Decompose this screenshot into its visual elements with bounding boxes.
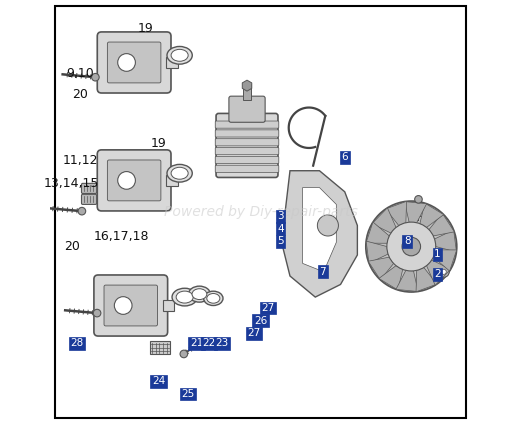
FancyBboxPatch shape xyxy=(215,165,279,173)
Circle shape xyxy=(366,201,457,292)
FancyBboxPatch shape xyxy=(215,148,279,155)
Ellipse shape xyxy=(189,286,210,302)
Bar xyxy=(163,300,175,311)
Polygon shape xyxy=(429,213,454,236)
Bar xyxy=(166,56,178,68)
Text: 20: 20 xyxy=(64,240,80,253)
Text: Powered by Diy-repair-parts: Powered by Diy-repair-parts xyxy=(164,205,357,219)
Ellipse shape xyxy=(167,165,192,182)
Ellipse shape xyxy=(172,288,197,306)
Ellipse shape xyxy=(171,49,188,61)
Ellipse shape xyxy=(167,47,192,64)
Circle shape xyxy=(441,269,446,274)
Circle shape xyxy=(180,350,188,358)
Polygon shape xyxy=(281,171,357,297)
Text: 3: 3 xyxy=(277,211,284,221)
Polygon shape xyxy=(372,208,396,233)
Text: 19: 19 xyxy=(151,137,166,150)
Text: 7: 7 xyxy=(319,267,326,277)
Text: 26: 26 xyxy=(254,316,267,326)
Ellipse shape xyxy=(171,167,188,179)
Polygon shape xyxy=(427,260,451,285)
Polygon shape xyxy=(379,266,403,290)
FancyBboxPatch shape xyxy=(81,183,96,193)
Polygon shape xyxy=(368,257,394,280)
Ellipse shape xyxy=(192,289,207,299)
Text: 4: 4 xyxy=(277,224,284,234)
FancyBboxPatch shape xyxy=(216,114,278,178)
Polygon shape xyxy=(303,187,337,272)
Circle shape xyxy=(438,266,449,277)
Text: 11,12: 11,12 xyxy=(63,154,98,167)
FancyBboxPatch shape xyxy=(215,130,279,137)
Ellipse shape xyxy=(176,291,193,303)
Circle shape xyxy=(78,207,85,215)
Text: 28: 28 xyxy=(71,338,84,349)
Text: 6: 6 xyxy=(341,152,348,162)
Circle shape xyxy=(387,222,436,271)
FancyBboxPatch shape xyxy=(97,150,171,211)
Polygon shape xyxy=(386,201,406,226)
Bar xyxy=(166,175,178,186)
Text: 27: 27 xyxy=(247,328,260,338)
Text: 5: 5 xyxy=(277,237,284,246)
Circle shape xyxy=(415,195,422,203)
Circle shape xyxy=(317,215,339,236)
Text: 20: 20 xyxy=(72,88,88,101)
FancyBboxPatch shape xyxy=(104,285,157,326)
Ellipse shape xyxy=(207,293,220,303)
Circle shape xyxy=(92,73,99,81)
Text: 16,17,18: 16,17,18 xyxy=(94,230,149,243)
Bar xyxy=(150,341,170,354)
Text: 27: 27 xyxy=(262,303,275,313)
FancyBboxPatch shape xyxy=(94,275,168,336)
Text: 22: 22 xyxy=(203,338,216,349)
Polygon shape xyxy=(242,80,252,91)
Polygon shape xyxy=(366,222,389,243)
FancyBboxPatch shape xyxy=(107,160,161,201)
Polygon shape xyxy=(416,268,437,292)
Text: 25: 25 xyxy=(181,389,195,399)
FancyBboxPatch shape xyxy=(215,121,279,128)
Ellipse shape xyxy=(204,291,223,306)
Polygon shape xyxy=(366,241,388,263)
FancyBboxPatch shape xyxy=(81,194,96,204)
Text: 23: 23 xyxy=(215,338,228,349)
Polygon shape xyxy=(435,230,456,252)
Text: 1: 1 xyxy=(434,249,441,259)
Circle shape xyxy=(93,309,101,317)
Circle shape xyxy=(402,237,420,256)
Polygon shape xyxy=(396,271,418,292)
Polygon shape xyxy=(404,201,427,223)
Polygon shape xyxy=(433,250,457,271)
Text: 13,14,15: 13,14,15 xyxy=(44,177,100,190)
Text: 21: 21 xyxy=(190,338,203,349)
Polygon shape xyxy=(420,203,444,227)
FancyBboxPatch shape xyxy=(107,42,161,83)
FancyBboxPatch shape xyxy=(215,156,279,164)
Circle shape xyxy=(118,172,135,189)
Text: 19: 19 xyxy=(138,22,154,35)
FancyBboxPatch shape xyxy=(215,139,279,146)
Circle shape xyxy=(118,53,135,71)
Text: 2: 2 xyxy=(434,269,441,279)
Text: 9,10: 9,10 xyxy=(66,67,94,80)
Text: 24: 24 xyxy=(152,377,165,386)
FancyBboxPatch shape xyxy=(229,96,265,122)
FancyBboxPatch shape xyxy=(97,32,171,93)
Text: 8: 8 xyxy=(404,237,411,246)
Bar xyxy=(243,84,251,100)
Circle shape xyxy=(114,297,132,314)
